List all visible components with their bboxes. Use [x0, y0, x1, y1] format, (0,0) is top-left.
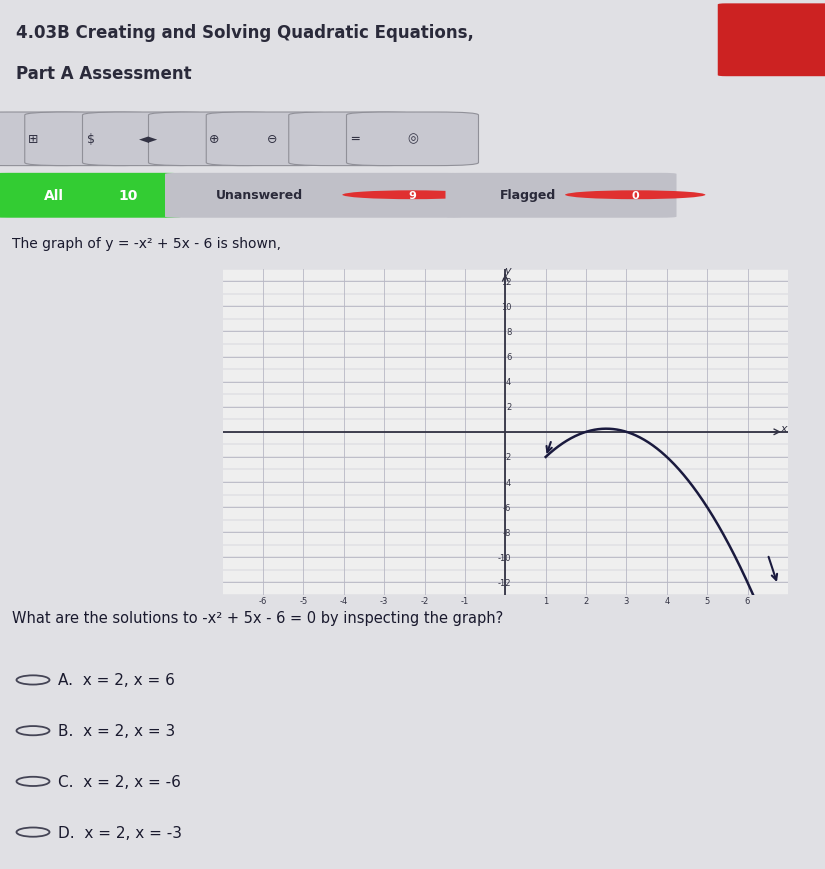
FancyBboxPatch shape — [718, 4, 825, 77]
FancyBboxPatch shape — [148, 113, 280, 167]
Text: Flagged: Flagged — [500, 189, 556, 202]
Circle shape — [342, 191, 483, 200]
Text: ⊕: ⊕ — [210, 133, 219, 145]
FancyBboxPatch shape — [165, 174, 462, 218]
Text: 12: 12 — [501, 277, 512, 287]
Text: 0: 0 — [631, 190, 639, 201]
Text: Finis: Finis — [763, 35, 796, 48]
Text: ◄►: ◄► — [139, 133, 158, 145]
Text: -6: -6 — [503, 503, 512, 512]
FancyBboxPatch shape — [25, 113, 157, 167]
Text: ⊖: ⊖ — [267, 133, 277, 145]
Text: 6: 6 — [506, 353, 511, 362]
Text: 10: 10 — [501, 302, 512, 311]
FancyBboxPatch shape — [346, 113, 478, 167]
Text: Unanswered: Unanswered — [216, 189, 304, 202]
FancyBboxPatch shape — [0, 174, 182, 218]
Text: D.  x = 2, x = -3: D. x = 2, x = -3 — [58, 825, 182, 839]
Text: C.  x = 2, x = -6: C. x = 2, x = -6 — [58, 774, 181, 789]
Text: A.  x = 2, x = 6: A. x = 2, x = 6 — [58, 673, 175, 687]
Text: -4: -4 — [503, 478, 512, 487]
Text: $: $ — [87, 133, 95, 145]
Text: 10: 10 — [118, 189, 138, 202]
Text: 2: 2 — [506, 402, 511, 412]
Text: -10: -10 — [497, 554, 512, 562]
Text: y: y — [504, 266, 511, 275]
Text: -8: -8 — [503, 528, 512, 537]
FancyBboxPatch shape — [206, 113, 338, 167]
Text: What are the solutions to -x² + 5x - 6 = 0 by inspecting the graph?: What are the solutions to -x² + 5x - 6 =… — [12, 610, 503, 626]
Text: x: x — [780, 423, 786, 434]
Text: -12: -12 — [497, 578, 512, 587]
Text: ═: ═ — [351, 133, 359, 145]
Text: The graph of y = -x² + 5x - 6 is shown,: The graph of y = -x² + 5x - 6 is shown, — [12, 236, 281, 250]
Text: Part A Assessment: Part A Assessment — [16, 65, 192, 83]
Text: ◎: ◎ — [407, 133, 418, 145]
Text: ⊞: ⊞ — [28, 133, 38, 145]
FancyBboxPatch shape — [82, 113, 214, 167]
Text: 8: 8 — [506, 328, 511, 336]
Text: 4: 4 — [506, 378, 511, 387]
Text: 9: 9 — [408, 190, 417, 201]
FancyBboxPatch shape — [0, 113, 99, 167]
Circle shape — [565, 191, 705, 200]
Text: B.  x = 2, x = 3: B. x = 2, x = 3 — [58, 723, 175, 739]
Text: -2: -2 — [503, 453, 512, 462]
Text: All: All — [44, 189, 64, 202]
Text: 4.03B Creating and Solving Quadratic Equations,: 4.03B Creating and Solving Quadratic Equ… — [16, 23, 474, 42]
FancyBboxPatch shape — [289, 113, 421, 167]
FancyBboxPatch shape — [446, 174, 676, 218]
